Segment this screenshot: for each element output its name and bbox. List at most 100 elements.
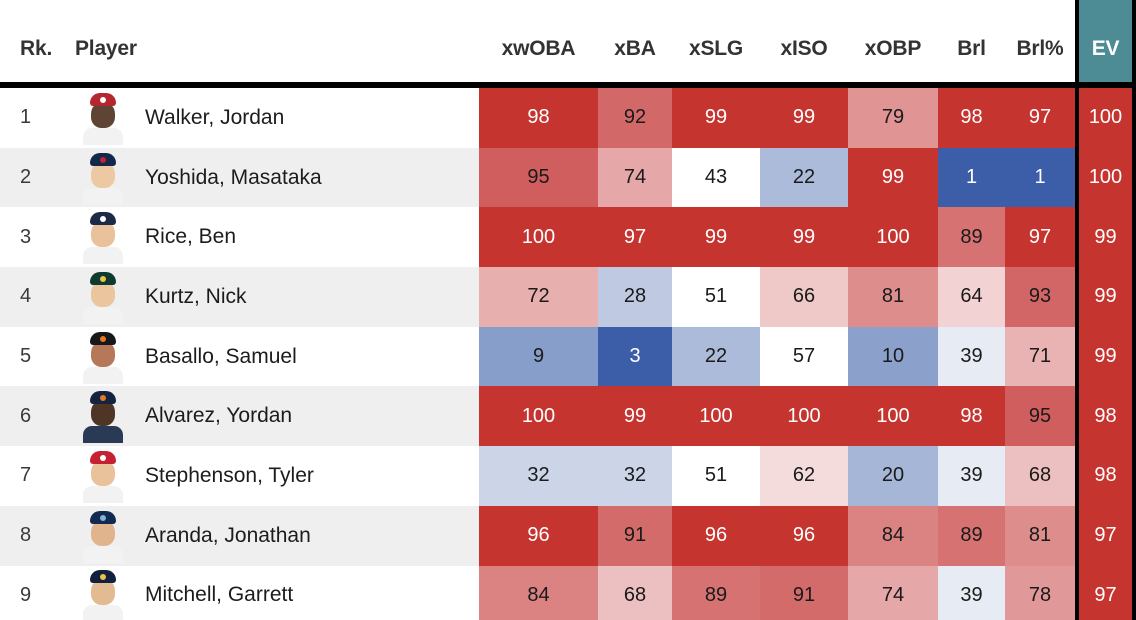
rank-value: 9 [20, 583, 32, 606]
player-face [91, 519, 115, 546]
stat-cell-xiso: 62 [760, 446, 848, 506]
table-body: 1 Walker, Jordan 98 92 99 99 79 98 97 100 2 Yoshida… [0, 88, 1136, 620]
stat-cell-brlpct: 93 [1005, 267, 1075, 327]
column-header-rank[interactable]: Rk. [0, 0, 60, 82]
stat-cell-brl: 39 [938, 326, 1005, 387]
player-face [91, 161, 115, 188]
column-header-player[interactable]: Player [60, 0, 479, 82]
player-face [91, 101, 115, 128]
team-cap-icon [90, 450, 116, 464]
player-name-link[interactable]: Aranda, Jonathan [145, 523, 311, 547]
stat-cell-brlpct: 81 [1005, 505, 1075, 566]
rank-value: 2 [20, 166, 32, 189]
stat-cell-ev: 99 [1079, 267, 1132, 327]
stat-cell-xwoba: 98 [479, 88, 598, 148]
team-cap-logo-icon [100, 216, 106, 223]
ev-column-right-border [1132, 505, 1136, 566]
stat-cell-ev: 98 [1079, 446, 1132, 506]
team-cap-logo-icon [100, 514, 106, 521]
stat-cell-xwoba: 84 [479, 565, 598, 620]
player-name-link[interactable]: Basallo, Samuel [145, 344, 297, 368]
player-jersey [83, 426, 123, 444]
stat-cell-xiso: 91 [760, 565, 848, 620]
stat-cell-xba: 68 [598, 565, 672, 620]
team-cap-logo-icon [100, 574, 106, 581]
player-jersey [83, 545, 123, 563]
rank-value: 4 [20, 285, 32, 308]
player-name-link[interactable]: Mitchell, Garrett [145, 583, 294, 607]
stat-cell-xiso: 99 [760, 88, 848, 148]
stat-cell-xobp: 99 [848, 147, 938, 208]
player-avatar [83, 509, 123, 563]
stat-cell-brl: 89 [938, 207, 1005, 268]
team-cap-icon [90, 271, 116, 285]
team-cap-logo-icon [100, 335, 106, 342]
rank-value: 1 [20, 106, 32, 129]
player-avatar [83, 270, 123, 324]
stat-cell-brl: 64 [938, 267, 1005, 327]
column-header-xba[interactable]: xBA [598, 0, 672, 82]
stat-cell-xiso: 57 [760, 326, 848, 387]
player-name-link[interactable]: Walker, Jordan [145, 105, 285, 129]
ev-column-right-border [1132, 0, 1136, 82]
player-name-link[interactable]: Rice, Ben [145, 225, 237, 249]
stat-cell-brl: 1 [938, 147, 1005, 208]
ev-column-right-border [1132, 88, 1136, 148]
ev-column-right-border [1132, 147, 1136, 208]
ev-column-right-border [1132, 207, 1136, 268]
column-header-xiso[interactable]: xISO [760, 0, 848, 82]
player-face [91, 579, 115, 606]
player-name-link[interactable]: Kurtz, Nick [145, 284, 247, 308]
player-name-link[interactable]: Stephenson, Tyler [145, 463, 314, 487]
stat-cell-xwoba: 100 [479, 386, 598, 447]
player-avatar [83, 389, 123, 444]
column-header-xobp[interactable]: xOBP [848, 0, 938, 82]
column-header-xwoba[interactable]: xwOBA [479, 0, 598, 82]
player-cell: Rice, Ben [60, 207, 479, 267]
column-header-xslg[interactable]: xSLG [672, 0, 760, 82]
column-header-brlpct[interactable]: Brl% [1005, 0, 1075, 82]
player-jersey [83, 306, 123, 324]
team-cap-logo-icon [100, 96, 106, 103]
team-cap-icon [90, 92, 116, 106]
player-jersey [83, 127, 123, 145]
player-avatar [83, 330, 123, 384]
table-row: 5 Basallo, Samuel 9 3 22 57 10 39 71 99 [0, 326, 1136, 387]
stat-cell-xwoba: 95 [479, 147, 598, 208]
player-name-link[interactable]: Yoshida, Masataka [145, 165, 322, 189]
team-cap-icon [90, 391, 116, 405]
stat-cell-xba: 74 [598, 147, 672, 208]
stat-cell-brlpct: 1 [1005, 147, 1075, 208]
player-face [91, 280, 115, 307]
ev-column-left-border [1075, 505, 1079, 566]
stat-cell-brl: 89 [938, 505, 1005, 566]
stat-cell-brlpct: 95 [1005, 386, 1075, 447]
ev-column-left-border [1075, 326, 1079, 387]
ev-column-left-border [1075, 565, 1079, 620]
stat-cell-xba: 91 [598, 505, 672, 566]
ev-column-left-border [1075, 88, 1079, 148]
stat-cell-xobp: 74 [848, 565, 938, 620]
column-header-brl[interactable]: Brl [938, 0, 1005, 82]
player-jersey [83, 187, 123, 205]
stat-cell-xiso: 22 [760, 147, 848, 208]
player-avatar [83, 91, 123, 145]
stat-cell-ev: 100 [1079, 147, 1132, 208]
stat-cell-ev: 98 [1079, 386, 1132, 447]
player-avatar [83, 449, 123, 503]
table-row: 8 Aranda, Jonathan 96 91 96 96 84 89 81 97 [0, 505, 1136, 566]
stat-cell-xiso: 66 [760, 267, 848, 327]
ev-column-left-border [1075, 446, 1079, 506]
stat-cell-xobp: 20 [848, 446, 938, 506]
team-cap-logo-icon [100, 156, 106, 163]
player-jersey [83, 485, 123, 503]
player-avatar [83, 151, 123, 205]
team-cap-logo-icon [100, 395, 106, 402]
rank-value: 6 [20, 404, 32, 427]
team-cap-icon [90, 331, 116, 345]
player-name-link[interactable]: Alvarez, Yordan [145, 404, 293, 428]
stat-cell-brlpct: 97 [1005, 207, 1075, 268]
column-header-ev[interactable]: EV [1079, 0, 1132, 82]
ev-column-right-border [1132, 386, 1136, 447]
